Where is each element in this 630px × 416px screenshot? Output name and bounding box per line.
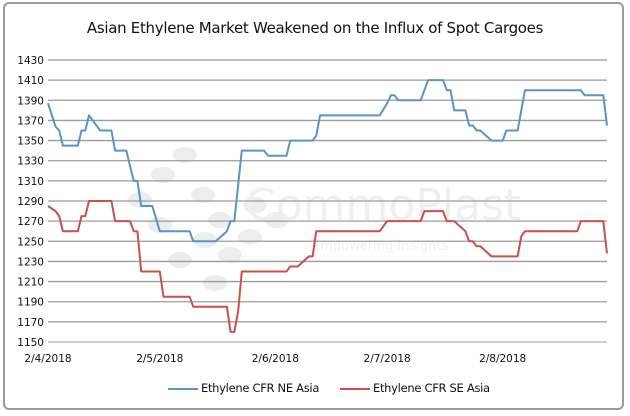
legend-item-se-asia: Ethylene CFR SE Asia: [340, 381, 490, 395]
y-tick-label: 1250: [17, 236, 44, 248]
watermark-dot: [203, 275, 227, 291]
x-tick-label: 2/5/2018: [136, 353, 183, 365]
x-tick-label: 2/7/2018: [364, 353, 411, 365]
y-tick-label: 1290: [17, 196, 44, 208]
watermark-dot: [208, 212, 232, 228]
watermark-dot: [173, 147, 197, 163]
y-tick-label: 1150: [17, 337, 44, 349]
watermark-brand: CommoPlast: [245, 180, 521, 231]
watermark-dot: [191, 187, 215, 203]
gridlines: [48, 59, 607, 343]
legend-swatch-ne-asia: [168, 387, 198, 390]
x-tick-label: 2/4/2018: [24, 353, 71, 365]
y-tick-label: 1170: [17, 317, 44, 329]
watermark-dot: [151, 167, 175, 183]
legend-label: Ethylene CFR NE Asia: [201, 381, 320, 395]
legend-label: Ethylene CFR SE Asia: [373, 381, 490, 395]
y-tick-label: 1370: [17, 115, 44, 127]
x-tick-label: 2/8/2018: [479, 353, 526, 365]
legend-item-ne-asia: Ethylene CFR NE Asia: [168, 381, 319, 395]
watermark-dot: [193, 232, 217, 248]
watermark-dot: [238, 229, 262, 245]
y-tick-label: 1270: [17, 216, 44, 228]
y-tick-label: 1190: [17, 297, 44, 309]
series-lines: [47, 79, 608, 333]
y-tick-label: 1390: [17, 95, 44, 107]
y-tick-label: 1430: [17, 55, 44, 67]
watermark-dot: [265, 212, 289, 228]
watermark-dot: [218, 247, 242, 263]
y-tick-label: 1330: [17, 156, 44, 168]
chart-frame: [3, 2, 624, 410]
legend-swatch-se-asia: [340, 387, 370, 390]
series-line-ne-asia: [47, 79, 608, 243]
y-tick-label: 1310: [17, 176, 44, 188]
watermark-logo: CommoPlast Empowering Insights: [128, 147, 521, 291]
y-tick-label: 1350: [17, 136, 44, 148]
series-line-se-asia: [47, 200, 608, 333]
x-axis-ticks: 2/4/2018 2/5/2018 2/6/2018 2/7/2018 2/8/2018: [24, 353, 526, 365]
y-tick-label: 1210: [17, 277, 44, 289]
y-tick-label: 1410: [17, 75, 44, 87]
chart-title: Asian Ethylene Market Weakened on the In…: [86, 19, 544, 37]
y-axis-ticks: 1150 1170 1190 1210 1230 1250 1270 1290 1310 1330…: [17, 55, 44, 349]
watermark-tagline: Empowering Insights: [312, 239, 448, 254]
y-tick-label: 1230: [17, 256, 44, 268]
watermark-dot: [168, 252, 192, 268]
x-tick-label: 2/6/2018: [252, 353, 299, 365]
